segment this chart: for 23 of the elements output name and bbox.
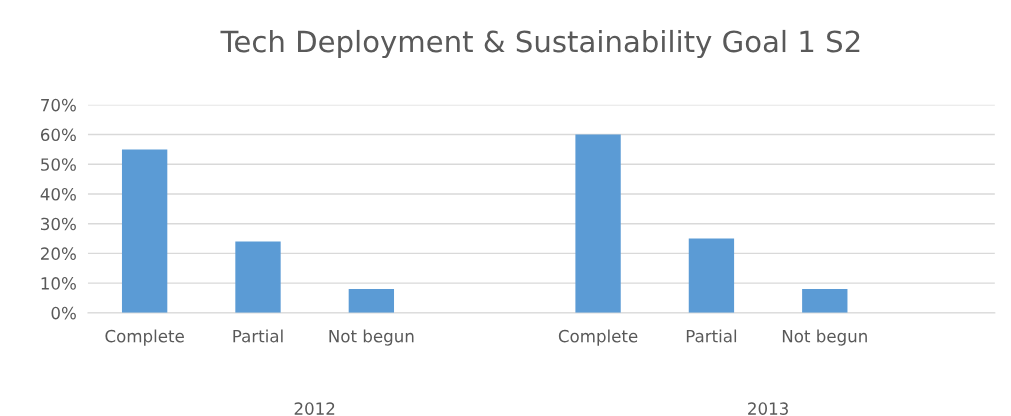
y-tick-label: 70% — [41, 98, 76, 112]
x-tick-label: Complete — [105, 329, 184, 346]
bar — [121, 149, 168, 313]
x-tick-label: Not begun — [329, 329, 414, 346]
x-tick-label: Not begun — [782, 329, 867, 346]
bar — [348, 289, 395, 313]
x-tick-label: Partial — [686, 329, 737, 343]
bar — [688, 238, 735, 313]
x-tick-label: Partial — [233, 329, 283, 343]
y-tick-label: 20% — [41, 247, 76, 260]
y-tick-label: 60% — [40, 128, 76, 142]
chart-title: Tech Deployment & Sustainability Goal 1 S2 — [220, 29, 860, 59]
bar — [235, 241, 281, 313]
y-tick-label: 50% — [41, 158, 76, 171]
y-tick-label: 0% — [51, 306, 76, 320]
y-tick-label: 10% — [41, 277, 76, 290]
bar — [802, 289, 848, 313]
x-tick-label: Complete — [558, 329, 638, 346]
y-tick-label: 40% — [40, 187, 76, 201]
text: 2013 — [748, 402, 788, 415]
bar — [575, 134, 621, 313]
y-tick-label: 30% — [41, 217, 76, 231]
text: 2012 — [294, 402, 335, 415]
